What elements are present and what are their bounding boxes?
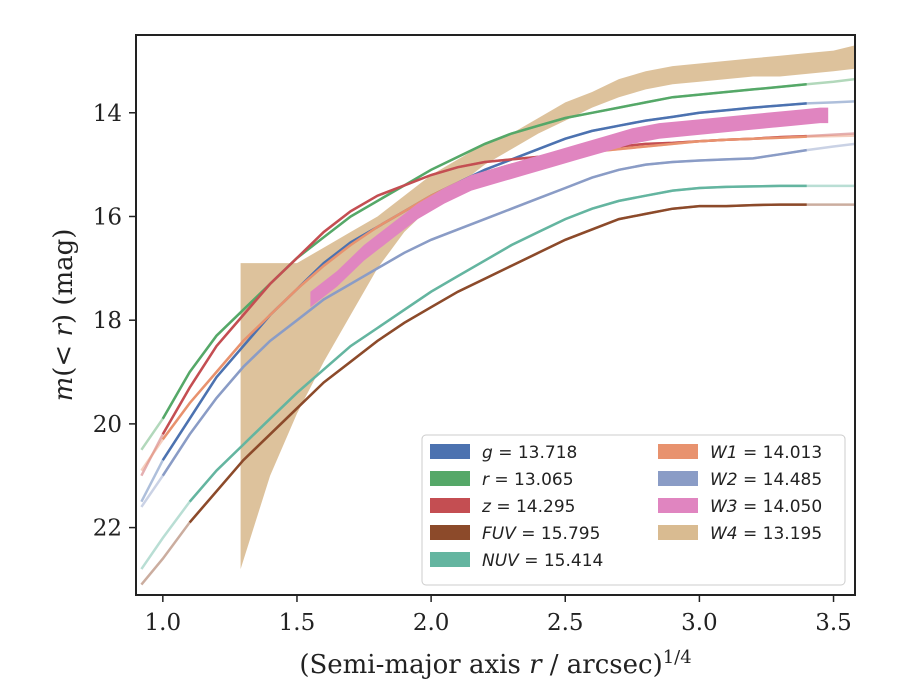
- y-axis-title-mid: (<: [49, 337, 79, 377]
- legend-label-z: z = 14.295: [481, 497, 575, 517]
- legend-box: [421, 434, 846, 586]
- legend-series-name: W1: [710, 443, 738, 463]
- legend-swatch-w1: [658, 444, 698, 459]
- legend-label-g: g = 13.718: [482, 443, 577, 463]
- y-tick-label: 20: [93, 412, 122, 438]
- legend-series-value: = 15.414: [519, 551, 604, 571]
- plot-frame: [135, 34, 856, 596]
- legend-series-name: W2: [710, 470, 738, 490]
- y-axis-title-post: ) (mag): [49, 229, 79, 325]
- legend-swatch-fuv: [430, 525, 470, 540]
- y-axis-title: m(< r) (mag): [49, 229, 79, 402]
- series-nuv-line: [188, 184, 807, 503]
- legend-series-value: = 13.065: [489, 470, 574, 490]
- legend-label-nuv: NUV = 15.414: [482, 551, 603, 571]
- legend-series-name: W3: [710, 497, 738, 517]
- legend-swatch-w4: [658, 525, 698, 540]
- legend-label-w1: W1 = 14.013: [710, 443, 822, 463]
- legend-series-value: = 13.195: [738, 524, 823, 544]
- legend-swatch-g: [430, 444, 470, 459]
- x-axis-title-tail: / arcsec): [542, 650, 663, 680]
- legend-series-name: r: [482, 470, 490, 490]
- legend-label-w3: W3 = 14.050: [710, 497, 822, 517]
- x-tick-label: 3.5: [815, 610, 852, 636]
- legend-swatch-w2: [658, 471, 698, 486]
- legend-series-name: W4: [710, 524, 738, 544]
- legend-series-value: = 14.013: [738, 443, 823, 463]
- legend-series-value: = 14.050: [738, 497, 823, 517]
- legend-label-fuv: FUV = 15.795: [482, 524, 600, 544]
- legend-series-name: z: [481, 497, 492, 517]
- y-axis-title-var-r: r: [49, 323, 79, 337]
- plot-area: [140, 45, 855, 586]
- legend-series-value: = 14.295: [491, 497, 576, 517]
- y-axis-title-var-m: m: [49, 377, 79, 402]
- legend-label-w4: W4 = 13.195: [710, 524, 822, 544]
- x-axis-title-main: (Semi-major axis: [299, 650, 529, 680]
- y-tick-label: 14: [93, 101, 122, 127]
- legend-series-name: NUV: [482, 551, 520, 571]
- legend-series-value: = 13.718: [493, 443, 578, 463]
- legend-swatch-z: [430, 498, 470, 513]
- x-axis-title: (Semi-major axis r / arcsec)1/4: [299, 647, 691, 680]
- legend-series-name: FUV: [482, 524, 517, 544]
- x-tick-label: 3.0: [681, 610, 718, 636]
- x-axis-title-var: r: [529, 650, 543, 680]
- y-tick-label: 22: [93, 516, 122, 542]
- legend-label-w2: W2 = 14.485: [710, 470, 822, 490]
- legend-label-r: r = 13.065: [482, 470, 574, 490]
- axes: 1.0 1.5 2.0 2.5 3.0 3.5 14 16 18 20 22: [93, 34, 856, 636]
- series-fuv-line: [188, 203, 807, 524]
- x-tick-label: 2.5: [547, 610, 584, 636]
- x-tick-label: 1.5: [279, 610, 316, 636]
- legend-series-value: = 15.795: [516, 524, 601, 544]
- series-w3-band: [310, 107, 829, 308]
- x-tick-label: 1.0: [145, 610, 182, 636]
- legend-swatch-w3: [658, 498, 698, 513]
- legend-swatch-r: [430, 471, 470, 486]
- legend-swatch-nuv: [430, 552, 470, 567]
- legend-series-value: = 14.485: [738, 470, 823, 490]
- series-w2-line: [161, 148, 807, 477]
- legend-series-name: g: [482, 443, 493, 463]
- x-tick-label: 2.0: [413, 610, 450, 636]
- y-tick-label: 16: [93, 204, 122, 230]
- x-axis-title-exp: 1/4: [663, 647, 692, 668]
- y-tick-label: 18: [93, 308, 122, 334]
